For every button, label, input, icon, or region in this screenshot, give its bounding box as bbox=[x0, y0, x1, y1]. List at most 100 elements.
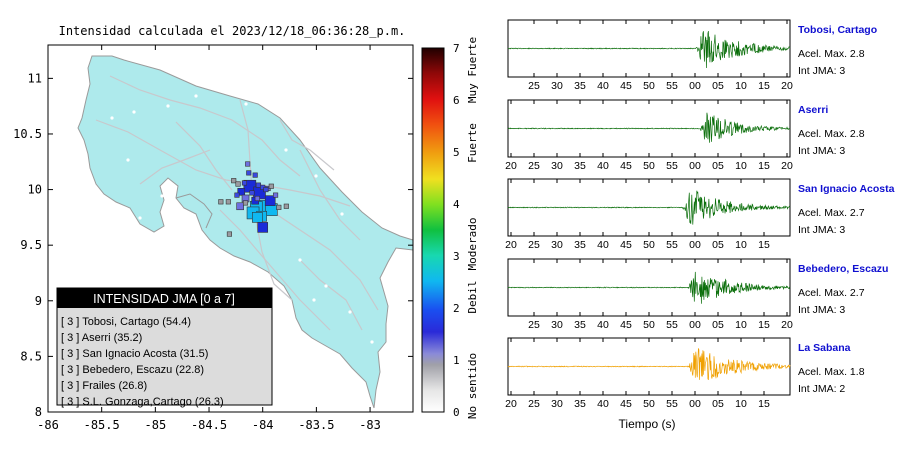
colorbar: 0 1 2 3 4 5 6 7 No sentido Debil Moderado Fuert… bbox=[421, 37, 479, 419]
station-marker bbox=[283, 203, 289, 209]
station-marker bbox=[268, 183, 274, 189]
jma-intensity: Int JMA: 3 bbox=[798, 304, 845, 316]
wave-tick-label: 35 bbox=[574, 398, 586, 410]
wave-tick-label: 05 bbox=[712, 80, 724, 92]
station-marker bbox=[234, 192, 240, 198]
wave-tick-label: 10 bbox=[735, 160, 747, 172]
wave-tick-label: 20 bbox=[505, 239, 517, 251]
wave-tick-label: 55 bbox=[666, 80, 678, 92]
legend-title: INTENSIDAD JMA [0 a 7] bbox=[93, 292, 235, 306]
station-marker bbox=[245, 161, 251, 167]
wave-tick-label: 55 bbox=[666, 398, 678, 410]
wave-tick-label: 15 bbox=[758, 160, 770, 172]
station-marker bbox=[249, 190, 255, 196]
colorbar-ticks: 0 1 2 3 4 5 6 7 bbox=[453, 42, 460, 419]
wave-tick-label: 40 bbox=[597, 319, 609, 331]
wave-tick-label: 25 bbox=[528, 160, 540, 172]
x-tick-label: -85.5 bbox=[84, 418, 120, 432]
wave-tick-label: 20 bbox=[781, 319, 793, 331]
colorbar-tick-label: 2 bbox=[453, 302, 460, 315]
wave-tick-label: 35 bbox=[574, 160, 586, 172]
x-tick-label: -86 bbox=[37, 418, 59, 432]
wave-tick-label: 35 bbox=[574, 239, 586, 251]
station-marker bbox=[226, 231, 232, 237]
max-acceleration: Acel. Max. 2.7 bbox=[798, 287, 865, 299]
wave-tick-label: 50 bbox=[643, 398, 655, 410]
chart-title: Intensidad calculada el 2023/12/18_06:36… bbox=[59, 24, 406, 38]
wave-tick-label: 55 bbox=[666, 319, 678, 331]
station-marker bbox=[237, 188, 246, 196]
wave-tick-label: 00 bbox=[689, 319, 701, 331]
colorbar-tick-label: 0 bbox=[453, 406, 460, 419]
colorbar-label: Fuerte bbox=[466, 123, 479, 163]
colorbar-tick-label: 4 bbox=[453, 198, 460, 211]
x-tick-label: -83 bbox=[359, 418, 381, 432]
map-x-axis: -86 -85.5 -85 -84.5 -84 -83.5 -83 bbox=[37, 45, 381, 432]
wave-tick-label: 40 bbox=[597, 160, 609, 172]
waveform-panel: 20 25 30 35 40 45 50 55 00 05 10 15 La Sabana Acel. M… bbox=[505, 337, 865, 410]
legend-item: [ 3 ] S.L. Gonzaga,Cartago (26.3) bbox=[61, 396, 224, 408]
colorbar-gradient bbox=[421, 47, 445, 413]
wave-tick-label: 35 bbox=[574, 80, 586, 92]
waveform-panel: 25 30 35 40 45 50 55 00 05 10 15 20 Tobosi, Cartago A… bbox=[507, 19, 877, 92]
colorbar-tick-label: 1 bbox=[453, 354, 460, 367]
y-tick-label: 9.5 bbox=[20, 238, 42, 252]
wave-tick-label: 20 bbox=[505, 398, 517, 410]
station-marker bbox=[252, 212, 263, 223]
waveform-trace bbox=[507, 190, 791, 225]
max-acceleration: Acel. Max. 2.8 bbox=[798, 48, 865, 60]
wave-tick-label: 15 bbox=[758, 80, 770, 92]
costa-rica-landmass bbox=[77, 55, 413, 409]
wave-tick-label: 45 bbox=[620, 239, 632, 251]
wave-tick-label: 45 bbox=[620, 160, 632, 172]
wave-tick-label: 05 bbox=[712, 160, 724, 172]
wave-tick-label: 05 bbox=[712, 319, 724, 331]
x-tick-label: -85 bbox=[145, 418, 167, 432]
legend-item: [ 3 ] San Ignacio Acosta (31.5) bbox=[61, 348, 208, 360]
max-acceleration: Acel. Max. 2.7 bbox=[798, 207, 865, 219]
wave-tick-label: 55 bbox=[666, 160, 678, 172]
wave-tick-label: 25 bbox=[528, 80, 540, 92]
station-marker bbox=[255, 182, 261, 188]
time-axis-label: Tiempo (s) bbox=[619, 417, 676, 431]
station-marker bbox=[236, 202, 244, 211]
peninsula-detail bbox=[175, 193, 213, 229]
wave-tick-label: 00 bbox=[689, 239, 701, 251]
station-name: San Ignacio Acosta bbox=[798, 183, 895, 195]
x-tick-label: -84.5 bbox=[191, 418, 227, 432]
station-marker bbox=[246, 170, 252, 176]
wave-tick-label: 00 bbox=[689, 160, 701, 172]
waveform-trace bbox=[507, 348, 791, 381]
wave-tick-label: 30 bbox=[551, 319, 563, 331]
legend-item: [ 3 ] Aserri (35.2) bbox=[61, 332, 142, 344]
station-marker bbox=[254, 195, 260, 202]
wave-tick-label: 40 bbox=[597, 398, 609, 410]
map-frame bbox=[47, 44, 414, 413]
wave-tick-label: 50 bbox=[643, 160, 655, 172]
wave-tick-label: 25 bbox=[528, 319, 540, 331]
y-tick-label: 10.5 bbox=[13, 127, 42, 141]
wave-tick-label: 30 bbox=[551, 398, 563, 410]
station-marker bbox=[252, 172, 258, 178]
colorbar-tick-label: 5 bbox=[453, 146, 460, 159]
legend-item: [ 3 ] Bebedero, Escazu (22.8) bbox=[61, 364, 204, 376]
colorbar-label: Muy Fuerte bbox=[466, 37, 479, 103]
waveform-panel: 20 25 30 35 40 45 50 55 00 05 10 15 20 Aserri Acel. Ma… bbox=[505, 99, 865, 172]
station-marker bbox=[235, 181, 241, 187]
colorbar-tick-label: 6 bbox=[453, 94, 460, 107]
station-marker bbox=[263, 187, 269, 193]
wave-tick-label: 40 bbox=[597, 80, 609, 92]
legend-item: [ 3 ] Frailes (26.8) bbox=[61, 380, 147, 392]
colorbar-label: No sentido bbox=[466, 353, 479, 419]
colorbar-label: Moderado bbox=[466, 218, 479, 271]
jma-intensity: Int JMA: 3 bbox=[798, 65, 845, 77]
waveform-trace bbox=[508, 112, 791, 143]
station-marker bbox=[218, 199, 224, 205]
wave-tick-label: 15 bbox=[758, 319, 770, 331]
colorbar-label: Debil bbox=[466, 280, 479, 313]
wave-tick-label: 10 bbox=[735, 239, 747, 251]
station-name: Tobosi, Cartago bbox=[798, 24, 877, 36]
max-acceleration: Acel. Max. 1.8 bbox=[798, 366, 865, 378]
town-markers bbox=[110, 94, 374, 344]
